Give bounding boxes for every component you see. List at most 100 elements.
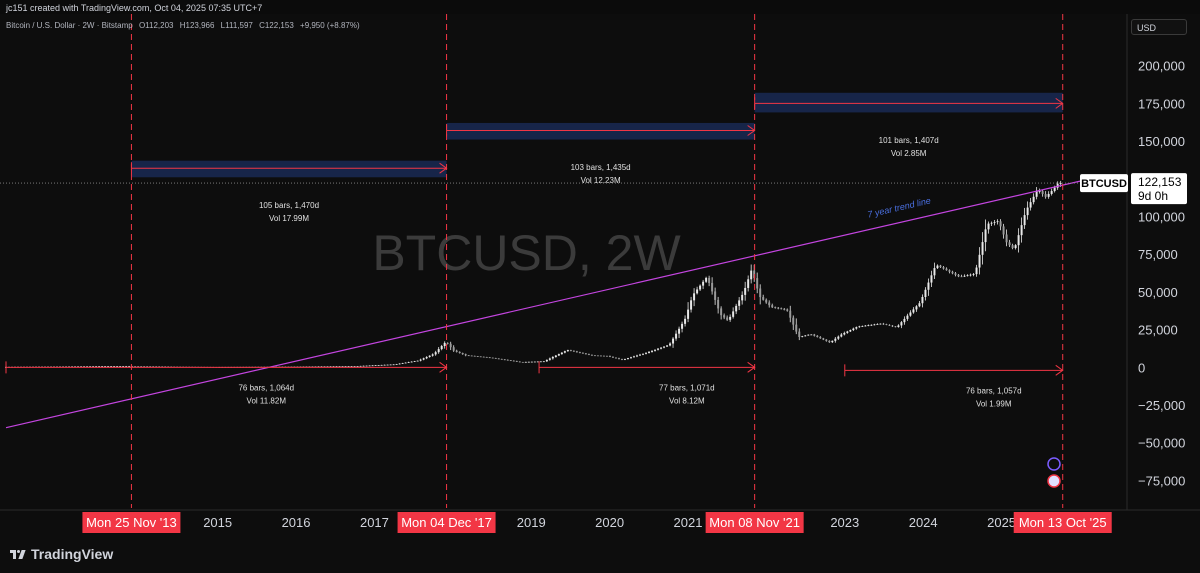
candle-body [509,360,512,362]
candle-body [83,366,86,368]
candle-body [92,366,95,368]
candle-body [693,293,696,301]
candle-body [717,299,720,309]
candle-body [891,325,894,327]
candle-body [374,365,377,367]
candle-body [1050,191,1053,194]
flag-icon [1047,474,1061,488]
ohlc-open: O112,203 [138,21,174,30]
range-arrowhead-1 [747,125,756,136]
candle-body [524,361,527,363]
x-tick-label: 2016 [282,515,311,530]
candle-body [966,275,969,277]
candle-body [957,274,960,277]
candle-body [750,270,753,280]
candle-body [128,365,131,367]
x-marker-label-box [397,512,496,533]
candle-body [107,366,110,367]
candle-body [623,359,626,360]
candle-body [383,364,386,366]
range-label-bars: 76 bars, 1,064d [238,383,294,392]
candle-body [80,366,83,368]
candle-body [879,323,882,325]
candle-body [326,366,329,368]
candle-body [629,357,632,359]
tradingview-icon [10,549,26,559]
candle-body [771,305,774,308]
candle-body [485,357,488,358]
range-label-volume: Vol 11.82M [247,396,287,405]
symbol-tag-box [1080,174,1128,193]
candle-body [933,268,936,276]
trend-line [5,175,1104,429]
candle-body [89,366,92,368]
candle-body [1023,215,1026,226]
candle-body [572,350,575,352]
currency-button[interactable]: USD [1131,19,1187,35]
candle-body [840,334,843,337]
candle-body [125,365,128,367]
tradingview-logo[interactable]: TradingView [10,546,113,562]
candle-body [852,328,855,331]
candle-body [101,366,104,367]
candle-body [729,316,732,320]
candle-body [482,356,485,358]
candle-body [428,355,431,357]
candle-body [765,299,768,303]
candle-body [945,268,948,271]
candle-body [347,366,350,367]
candle-body [777,307,780,309]
candle-body [413,361,416,362]
range-arrowhead-2 [1055,97,1064,109]
ohlc-high: H123,966 [179,21,215,30]
candle-body [155,366,158,368]
candle-body [648,351,651,353]
candle-body [395,364,398,365]
event-icon [1047,457,1061,471]
candle-body [708,277,711,283]
candle-body [503,359,506,361]
range-label-volume: Vol 2.85M [891,149,927,158]
candle-body [711,282,714,292]
candle-body [786,309,789,311]
x-tick-label: 2019 [517,515,546,530]
candle-body [846,331,849,333]
candle-body [146,366,149,367]
candle-body [792,317,795,325]
candle-body [828,340,831,343]
candle-body [687,309,690,319]
candle-body [1017,235,1020,246]
candle-body [581,352,584,354]
candle-body [807,334,810,336]
candle-body [362,365,365,367]
candle-body [608,356,611,357]
ohlc-close: C122,153 [259,21,294,30]
candle-body [494,358,497,359]
symbol-name[interactable]: Bitcoin / U.S. Dollar · 2W · Bitstamp [6,21,133,30]
candle-body [161,366,164,368]
candle-body [620,358,623,360]
candle-body [948,270,951,272]
candle-body [329,366,332,368]
x-marker-label: Mon 04 Dec '17 [401,515,492,530]
candle-body [897,325,900,328]
symbol-legend: Bitcoin / U.S. Dollar · 2W · Bitstamp O1… [6,21,364,30]
range-label-bars: 76 bars, 1,057d [966,386,1022,395]
candle-body [365,365,368,367]
candle-body [1026,207,1029,216]
candle-body [813,334,816,336]
candle-body [332,366,335,368]
candle-body [915,306,918,310]
candle-body [530,361,533,363]
candle-body [473,355,476,357]
candle-body [518,361,521,363]
range-box-0 [131,160,447,178]
candle-body [864,325,867,327]
candle-body [768,302,771,306]
candle-body [533,361,536,363]
candle-body [681,323,684,329]
y-tick-label: 100,000 [1138,209,1185,224]
candle-body [377,365,380,366]
candle-body [158,366,161,368]
